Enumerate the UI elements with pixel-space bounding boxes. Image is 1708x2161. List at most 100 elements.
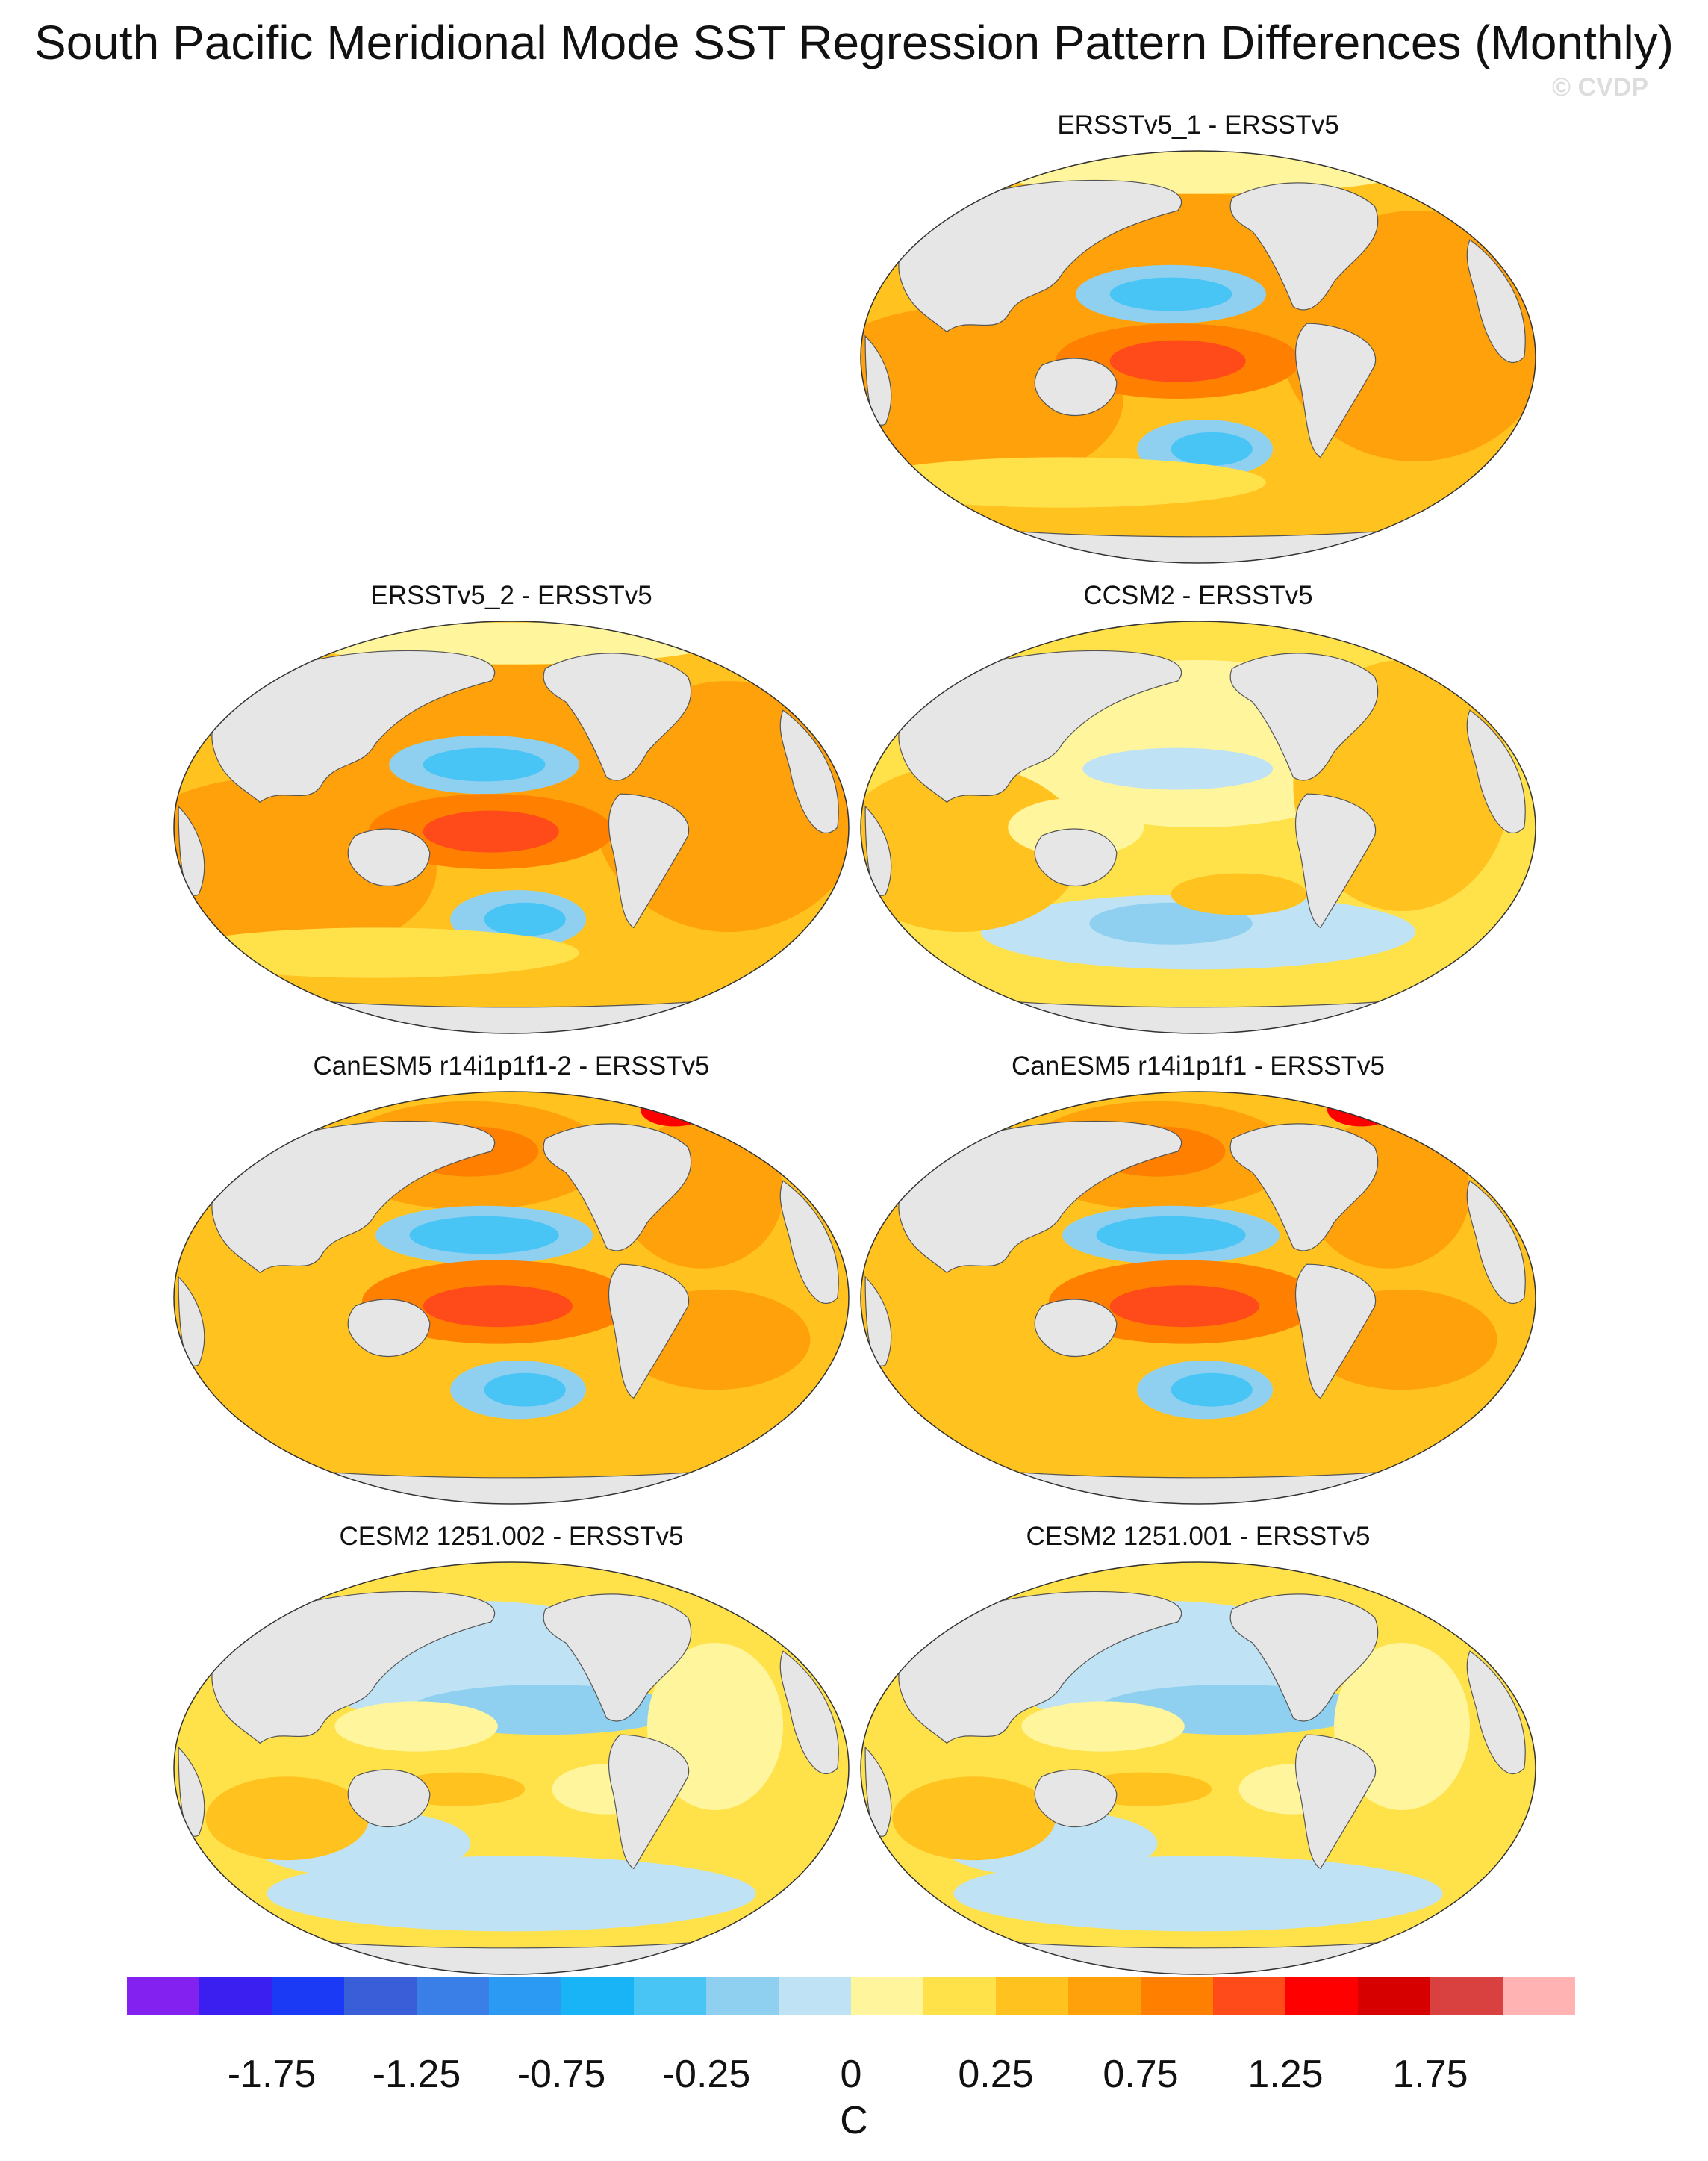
colorbar-tick-label: 0.25 <box>958 2053 1034 2096</box>
colorbar-swatch <box>127 1977 200 2015</box>
land-mass <box>608 793 690 929</box>
land-mass <box>543 653 692 781</box>
land-mass <box>543 1593 692 1722</box>
land-mass <box>898 179 1182 333</box>
colorbar-units: C <box>840 2099 868 2142</box>
land-mass <box>1466 1650 1526 1774</box>
sst-anomaly-region <box>174 927 579 978</box>
sst-field <box>174 1562 849 1974</box>
panel-title: CanESM5 r14i1p1f1 - ERSSTv5 <box>1012 1051 1385 1080</box>
colorbar-swatch <box>1213 1977 1286 2015</box>
colorbar-swatch <box>1503 1977 1575 2015</box>
sst-anomaly-region <box>280 1092 362 1119</box>
colorbar-swatch <box>779 1977 852 2015</box>
colorbar-tick-label: 1.75 <box>1392 2053 1468 2096</box>
land-mass <box>178 1746 205 1837</box>
colorbar-tick-label: -1.25 <box>372 2053 461 2096</box>
colorbar-swatch <box>561 1977 635 2015</box>
map-canesm5-1 <box>860 1091 1536 1505</box>
land-mass <box>543 1123 692 1251</box>
map-outline <box>860 1561 1536 1975</box>
land-mass <box>211 1120 496 1274</box>
colorbar-swatch <box>706 1977 779 2015</box>
sst-anomaly-region <box>1096 1216 1246 1254</box>
map-outline <box>173 1561 850 1975</box>
land-mass <box>1294 323 1377 458</box>
land-mass <box>864 1275 892 1366</box>
land-mass <box>1034 828 1118 887</box>
sst-anomaly-region <box>423 810 559 853</box>
sst-anomaly-region <box>334 1701 498 1752</box>
sst-anomaly-region <box>967 1092 1049 1119</box>
land-mass <box>211 650 496 803</box>
sst-field <box>861 1092 1536 1504</box>
land-mass <box>1294 793 1377 929</box>
land-mass <box>347 1769 431 1828</box>
panel-title: CESM2 1251.002 - ERSSTv5 <box>339 1522 684 1551</box>
land-mass <box>898 1591 1182 1744</box>
panel-title: CCSM2 - ERSSTv5 <box>1083 581 1313 610</box>
colorbar-tick-label: -0.25 <box>661 2053 751 2096</box>
panel-title: CESM2 1251.001 - ERSSTv5 <box>1026 1522 1371 1551</box>
land-mass <box>864 335 892 426</box>
colorbar-swatch <box>489 1977 562 2015</box>
sst-anomaly-region <box>861 765 1083 932</box>
land-mass <box>1466 1180 1526 1304</box>
colorbar-swatch <box>1141 1977 1214 2015</box>
panel-title: ERSSTv5_1 - ERSSTv5 <box>1057 111 1339 140</box>
colorbar-swatch <box>923 1977 997 2015</box>
land-mass <box>347 1299 431 1358</box>
colorbar-swatch <box>1430 1977 1503 2015</box>
land-mass <box>864 1746 892 1837</box>
land-mass <box>898 650 1182 803</box>
colorbar-swatch <box>272 1977 345 2015</box>
sst-anomaly-region <box>1021 1701 1185 1752</box>
colorbar-swatch <box>1285 1977 1359 2015</box>
sst-anomaly-region <box>1109 1285 1259 1328</box>
map-cesm2-001 <box>860 1561 1536 1975</box>
map-panel-cesm2-002: CESM2 1251.002 - ERSSTv5 <box>172 1522 851 1977</box>
colorbar-swatch <box>344 1977 417 2015</box>
panel-title: ERSSTv5_2 - ERSSTv5 <box>370 581 652 610</box>
colorbar-swatch <box>996 1977 1069 2015</box>
land-mass <box>1294 1263 1377 1399</box>
land-mass <box>1466 239 1526 363</box>
figure-title: South Pacific Meridional Mode SST Regres… <box>34 16 1674 69</box>
map-outline <box>860 1091 1536 1505</box>
colorbar-swatch <box>1358 1977 1431 2015</box>
colorbar-tick-label: 0 <box>840 2053 862 2096</box>
map-panel-cesm2-001: CESM2 1251.001 - ERSSTv5 <box>858 1522 1538 1977</box>
land-mass <box>779 1650 839 1774</box>
sst-anomaly-region <box>861 457 1266 508</box>
land-mass <box>779 709 839 833</box>
sst-field <box>174 1092 849 1504</box>
watermark: © CVDP <box>1552 73 1648 102</box>
sst-anomaly-region <box>423 1285 573 1328</box>
land-mass <box>779 1180 839 1304</box>
map-ersstv5-2 <box>173 621 850 1034</box>
panel-title: CanESM5 r14i1p1f1-2 - ERSSTv5 <box>313 1051 710 1080</box>
colorbar-swatch <box>417 1977 490 2015</box>
land-mass <box>1034 358 1118 417</box>
colorbar-swatch <box>851 1977 924 2015</box>
sst-field <box>861 151 1536 563</box>
land-mass <box>1294 1734 1377 1870</box>
map-canesm5-2 <box>173 1091 850 1505</box>
colorbar-swatch <box>634 1977 707 2015</box>
sst-anomaly-region <box>1109 277 1232 311</box>
sst-anomaly-region <box>892 1776 1056 1861</box>
land-mass <box>864 805 892 896</box>
colorbar-tick-label: 1.25 <box>1247 2053 1324 2096</box>
land-mass <box>1229 653 1379 781</box>
map-panel-canesm5-1: CanESM5 r14i1p1f1 - ERSSTv5 <box>858 1051 1538 1507</box>
land-mass <box>1466 709 1526 833</box>
sst-anomaly-region <box>1171 1372 1253 1407</box>
colorbar-tick-label: 0.75 <box>1103 2053 1179 2096</box>
sst-anomaly-region <box>423 747 546 782</box>
map-ersstv5-1 <box>860 150 1536 564</box>
land-mass <box>178 1275 205 1366</box>
sst-anomaly-region <box>1109 340 1246 382</box>
map-panel-ccsm2: CCSM2 - ERSSTv5 <box>858 581 1538 1036</box>
land-mass <box>347 828 431 887</box>
map-outline <box>860 621 1536 1034</box>
